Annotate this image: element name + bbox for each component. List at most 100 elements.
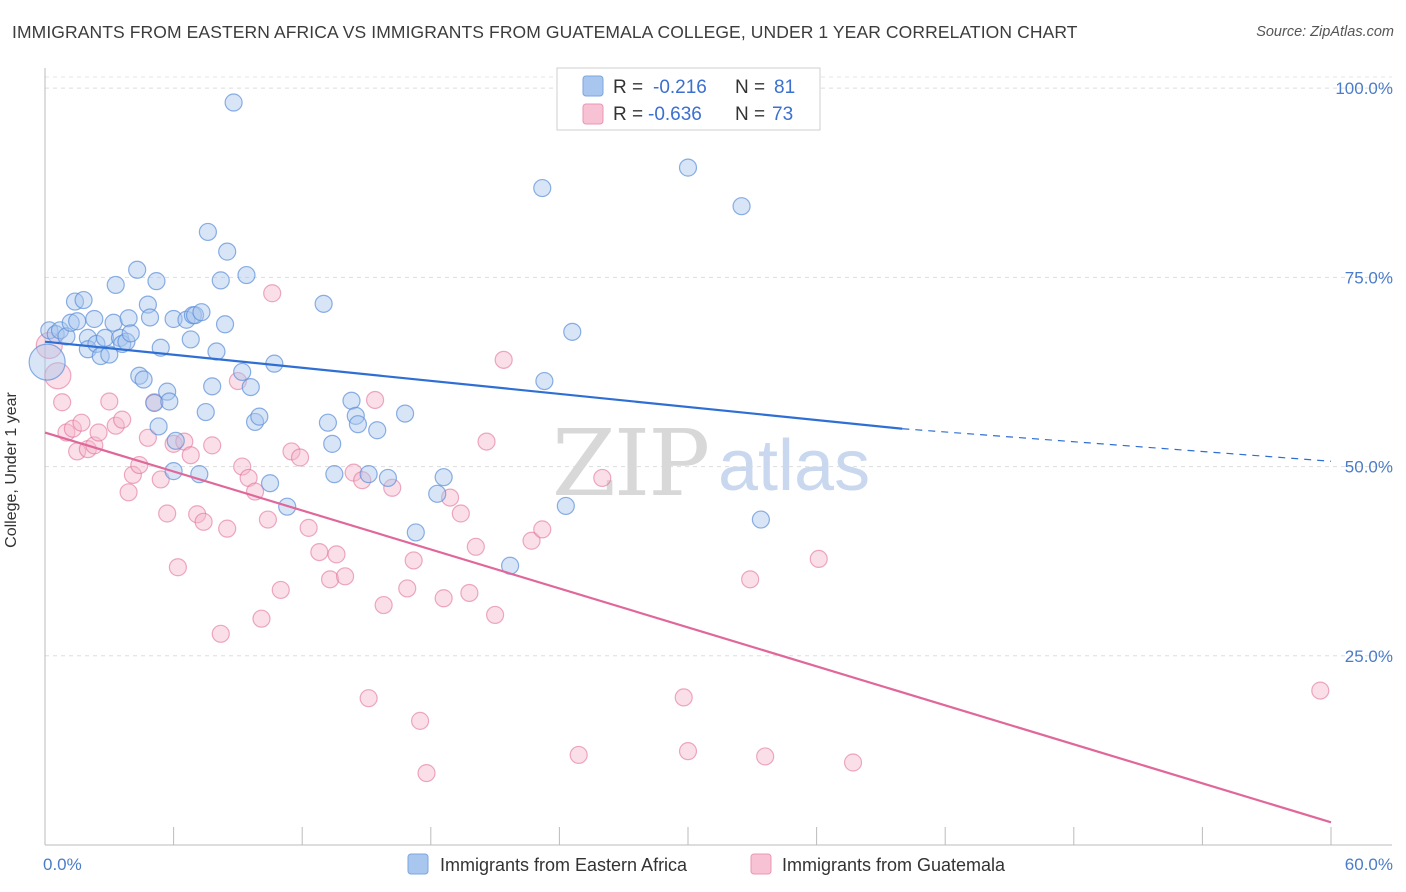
correlation-legend: R = -0.216 N = 81 R = -0.636 N = 73 (556, 67, 821, 131)
guatemala-point (756, 747, 775, 766)
guatemala-point (365, 390, 385, 410)
guatemala-point (1311, 681, 1330, 700)
guatemala-point (211, 624, 230, 643)
guatemala-point (113, 410, 132, 429)
eastern-africa-point (215, 315, 235, 334)
legend-n-label-2: N = (735, 104, 765, 125)
guatemala-point (138, 428, 157, 447)
legend-swatch-blue (582, 75, 604, 97)
guatemala-point (466, 537, 485, 556)
watermark-atlas: atlas (718, 426, 870, 506)
eastern-africa-trend-line (44, 340, 903, 430)
eastern-africa-point (751, 510, 770, 529)
eastern-africa-point (121, 324, 140, 343)
guatemala-point (263, 284, 282, 303)
eastern-africa-point (250, 407, 269, 426)
eastern-africa-point (104, 313, 123, 332)
legend-n-label-1: N = (735, 77, 765, 98)
guatemala-point (158, 504, 177, 523)
bottom-legend-swatch-blue (407, 853, 429, 875)
eastern-africa-point (68, 312, 87, 331)
guatemala-point (374, 595, 393, 615)
guatemala-point (252, 609, 271, 628)
eastern-africa-point (233, 362, 252, 382)
axes (44, 68, 1392, 846)
bottom-legend-label-2: Immigrants from Guatemala (782, 855, 1006, 875)
legend-r-value-1: -0.216 (653, 77, 707, 98)
source-label: Source: ZipAtlas.com (1256, 24, 1394, 40)
guatemala-point (194, 512, 213, 531)
eastern-africa-point (203, 377, 222, 396)
guatemala-point (35, 331, 63, 360)
series-legend: Immigrants from Eastern Africa Immigrant… (407, 853, 1006, 875)
series-guatemala-points (35, 284, 1330, 783)
guatemala-point (674, 688, 693, 707)
eastern-africa-point (260, 474, 280, 493)
guatemala-point (72, 413, 91, 432)
guatemala-point (398, 579, 417, 598)
guatemala-point (486, 605, 505, 625)
guatemala-point (434, 589, 453, 608)
guatemala-point (310, 542, 329, 562)
eastern-africa-point (166, 431, 185, 450)
guatemala-point (89, 423, 108, 442)
eastern-africa-point (732, 197, 751, 216)
eastern-africa-point (241, 377, 260, 397)
eastern-africa-point (428, 484, 447, 503)
guatemala-point (451, 504, 470, 523)
guatemala-point (741, 570, 760, 589)
eastern-africa-point (678, 158, 698, 177)
eastern-africa-point (134, 370, 153, 389)
eastern-africa-point (196, 402, 215, 422)
guatemala-point (359, 689, 378, 708)
eastern-africa-point (406, 523, 425, 542)
guatemala-point (335, 567, 355, 586)
guatemala-point (151, 470, 170, 489)
guatemala-point (181, 446, 200, 465)
eastern-africa-point (224, 93, 243, 112)
x-tick-label-0: 0.0% (43, 855, 82, 874)
guatemala-point (843, 753, 863, 772)
eastern-africa-point (61, 313, 80, 332)
eastern-africa-point (145, 393, 164, 413)
legend-r-label-1: R = (613, 77, 643, 98)
guatemala-point (809, 549, 828, 569)
eastern-africa-point (140, 308, 160, 327)
legend-r-value-2: -0.636 (648, 104, 702, 125)
guatemala-point (533, 520, 552, 539)
guatemala-point (290, 448, 310, 467)
eastern-africa-point (100, 345, 119, 364)
eastern-africa-point (563, 322, 582, 341)
guatemala-point (417, 763, 436, 783)
x-tick-labels: 0.0% 60.0% (43, 855, 1393, 874)
guatemala-point (460, 583, 479, 603)
guatemala-point (119, 483, 138, 502)
eastern-africa-point (164, 309, 183, 329)
guatemala-point (383, 478, 402, 497)
eastern-africa-point (181, 330, 200, 349)
eastern-africa-point (318, 413, 338, 432)
guatemala-point (477, 432, 496, 451)
y-tick-label-25: 25.0% (1345, 647, 1393, 666)
eastern-africa-point (348, 415, 368, 434)
guatemala-point (593, 468, 612, 488)
guatemala-point (299, 518, 318, 537)
eastern-africa-point (218, 242, 237, 261)
guatemala-point (271, 580, 290, 600)
guatemala-point (678, 742, 698, 761)
guatemala-point (327, 545, 346, 564)
watermark: ZIP atlas (552, 410, 870, 517)
eastern-africa-point (95, 328, 115, 348)
guatemala-point (53, 393, 72, 412)
y-tick-label-50: 50.0% (1345, 458, 1393, 477)
y-tick-labels: 25.0% 50.0% 75.0% 100.0% (1335, 79, 1393, 666)
guatemala-point (218, 519, 237, 538)
guatemala-point (44, 362, 72, 390)
guatemala-point (203, 436, 222, 455)
eastern-africa-point (106, 275, 125, 295)
eastern-africa-point (237, 265, 256, 285)
y-tick-label-75: 75.0% (1345, 268, 1393, 287)
bottom-legend-label-1: Immigrants from Eastern Africa (440, 855, 688, 875)
x-tick-label-60: 60.0% (1345, 855, 1393, 874)
eastern-africa-point (119, 309, 138, 328)
